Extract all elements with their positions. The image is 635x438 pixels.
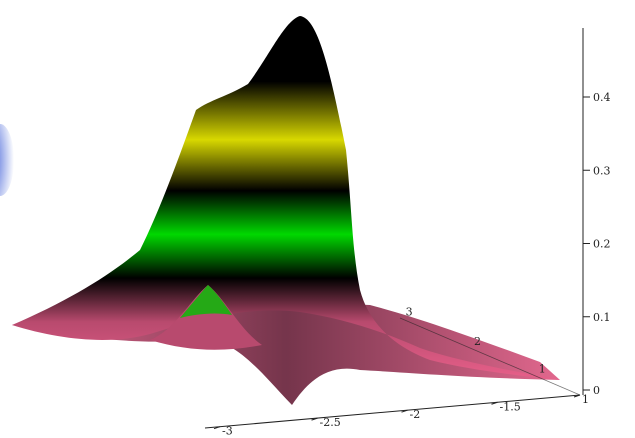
z-tick-label: 0.4 <box>593 91 611 104</box>
z-tick-label: 0.1 <box>593 311 611 324</box>
x-tick <box>311 417 318 421</box>
x-tick <box>573 394 581 398</box>
x-tick-label: -3 <box>222 425 233 438</box>
bump-highlight <box>180 285 232 318</box>
x-tick <box>213 426 221 430</box>
x-tick-label: -1.5 <box>500 400 521 413</box>
z-tick-label: 0 <box>593 384 600 397</box>
z-tick-label: 0.2 <box>593 238 611 251</box>
z-axis: 0 0.1 0.2 0.3 0.4 <box>582 28 611 397</box>
x-axis: -3 -2.5 -2 -1.5 1 <box>204 393 589 438</box>
surface-peak <box>12 16 560 380</box>
y-axis: 3 2 1 <box>399 306 581 396</box>
surface-bump <box>150 285 262 350</box>
y-tick-label: 2 <box>474 335 481 348</box>
x-tick <box>401 409 408 413</box>
x-tick-label: 1 <box>582 393 589 406</box>
y-tick-label: 1 <box>539 363 546 376</box>
x-tick-label: -2 <box>410 408 421 421</box>
x-tick <box>491 401 498 405</box>
edge-artifact <box>0 124 14 196</box>
x-tick-label: -2.5 <box>320 416 341 429</box>
y-tick-label: 3 <box>406 306 413 319</box>
z-tick-label: 0.3 <box>593 164 611 177</box>
